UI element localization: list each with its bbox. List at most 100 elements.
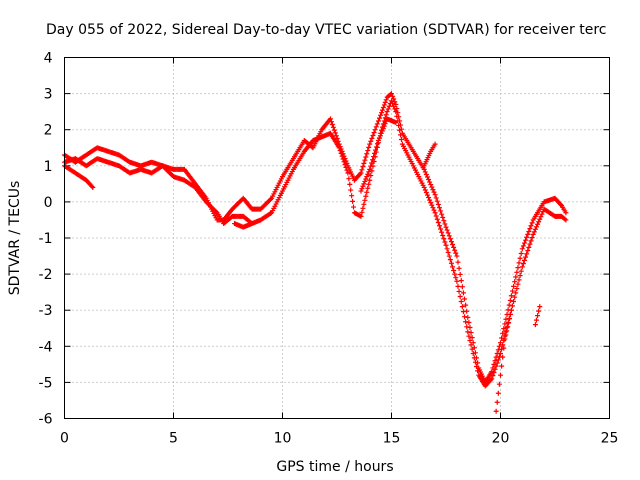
data-point [440,214,446,220]
y-tick-label: -2 [39,267,53,283]
data-marks [62,91,569,414]
data-point [519,246,525,252]
data-point [502,321,508,327]
data-point [526,244,532,250]
x-tick-label: 10 [274,431,292,447]
data-point [432,210,438,216]
data-point [444,246,450,252]
data-point [342,162,348,168]
series-track-d [358,116,399,194]
data-point [360,183,366,189]
data-point [513,290,519,296]
data-point [363,193,369,199]
data-point [467,325,473,331]
data-point [383,97,389,103]
x-tick-label: 5 [169,431,178,447]
data-point [430,205,436,211]
data-point [500,330,506,336]
data-point [512,279,518,285]
data-point [445,230,451,236]
data-point [367,166,373,172]
data-point [394,113,400,119]
data-point [433,213,439,219]
data-point [445,249,451,255]
data-point [563,210,569,216]
data-point [512,294,518,300]
data-point [506,320,512,326]
data-point [458,278,464,284]
data-point [377,133,383,139]
data-point [496,381,502,387]
data-point [527,226,533,232]
data-point [390,93,396,99]
data-point [455,259,461,265]
data-point [328,119,334,125]
data-point [378,112,384,118]
data-point [373,144,379,150]
data-point [447,257,453,263]
data-point [444,227,450,233]
data-point [330,124,336,130]
data-point [363,154,369,160]
data-point [460,309,466,315]
data-point [380,125,386,131]
data-point [457,293,463,299]
data-point [337,148,343,154]
data-point [89,183,95,189]
data-point [532,322,538,328]
data-point [384,109,390,115]
data-point [365,148,371,154]
data-point [393,109,399,115]
series-track-f [532,304,543,328]
data-point [432,192,438,198]
data-point [442,221,448,227]
data-point [508,293,514,299]
data-point [533,224,539,230]
data-point [463,319,469,325]
data-point [345,170,351,176]
data-point [530,231,536,237]
data-point [499,335,505,341]
data-point [460,290,466,296]
data-point [524,234,530,240]
data-point [434,198,440,204]
data-point [459,284,465,290]
data-point [374,121,380,127]
data-point [379,128,385,134]
data-point [346,176,352,182]
data-point [348,187,354,193]
data-point [528,238,534,244]
data-point [359,186,365,192]
data-point [469,335,475,341]
data-point [372,150,378,156]
data-point [520,261,526,267]
data-point [422,187,428,193]
data-point [343,164,349,170]
data-point [362,157,368,163]
data-point [341,159,347,165]
series-track-c [62,163,96,190]
data-point [344,167,350,173]
data-point [463,302,469,308]
data-point [500,342,506,348]
data-point [511,283,517,289]
data-point [441,236,447,242]
data-point [491,369,497,375]
data-point [458,299,464,305]
data-point [391,103,397,109]
data-point [249,221,255,227]
data-point [397,127,403,133]
data-point [424,174,430,180]
data-point [366,144,372,150]
data-point [470,351,476,357]
data-point [329,121,335,127]
data-point [331,127,337,133]
data-point [468,342,474,348]
data-point [454,253,460,259]
data-point [456,288,462,294]
data-point [525,231,531,237]
data-point [452,271,458,277]
data-point [518,268,524,274]
data-point [362,178,368,184]
x-tick-label: 15 [383,431,401,447]
